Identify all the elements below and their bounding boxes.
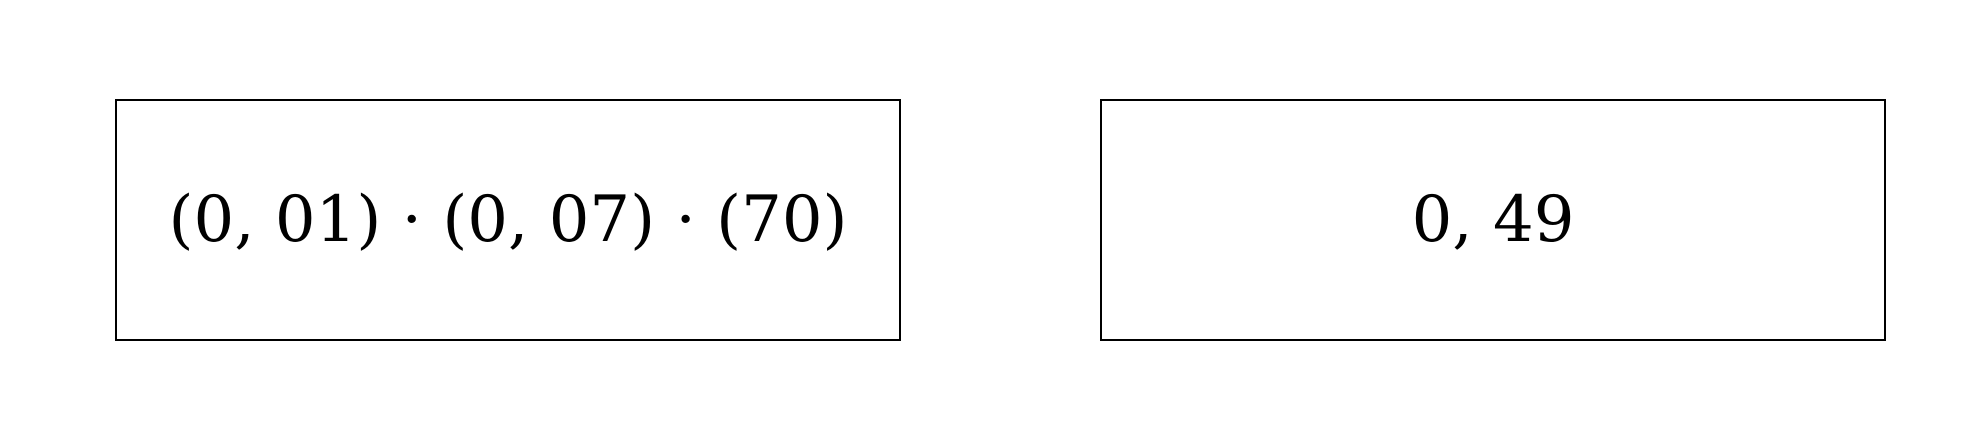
product-expression: (0, 01) · (0, 07) · (70) [168,183,848,257]
result-value: 0, 49 [1411,183,1575,257]
expression-box-left: (0, 01) · (0, 07) · (70) [115,99,901,341]
expression-box-right: 0, 49 [1100,99,1886,341]
